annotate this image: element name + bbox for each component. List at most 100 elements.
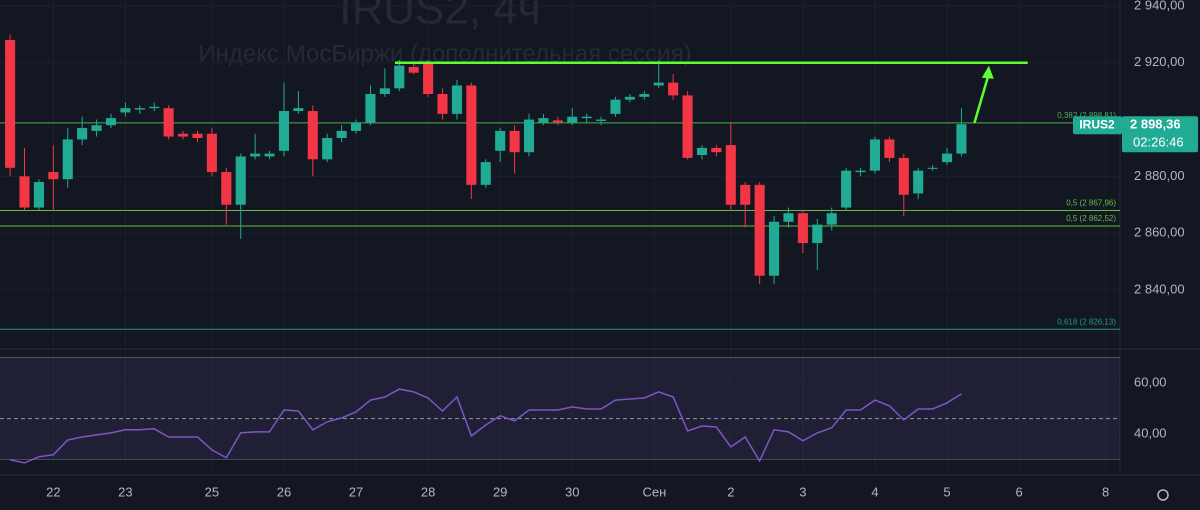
candle-body: [423, 62, 434, 94]
x-tick-label: 27: [349, 484, 363, 499]
candle-body: [105, 118, 117, 126]
candle-body: [956, 124, 967, 154]
candle-body: [5, 40, 16, 168]
candle-body: [668, 82, 679, 96]
countdown: 02:26:46: [1133, 135, 1184, 150]
candle-body: [797, 213, 808, 244]
candle-body: [408, 67, 419, 73]
y-tick-label: 2 840,00: [1134, 281, 1185, 296]
candle-body: [62, 139, 73, 180]
candle-body: [884, 139, 895, 158]
y-tick-label: 40,00: [1134, 425, 1167, 440]
candle-body: [696, 147, 708, 156]
candle-body: [379, 88, 390, 94]
candle-body: [725, 145, 736, 205]
fib-label: 0,5 (2 867,96): [1066, 199, 1116, 208]
candle-body: [826, 213, 837, 225]
candle-body: [927, 167, 938, 169]
candle-body: [48, 172, 59, 180]
x-tick-label: 29: [493, 484, 507, 499]
y-tick-label: 2 880,00: [1134, 168, 1185, 183]
x-tick-label: Сен: [643, 484, 667, 499]
x-tick-label: 4: [871, 484, 878, 499]
rsi-pane: [0, 348, 1200, 464]
candle-body: [769, 221, 780, 276]
x-tick-label: 3: [799, 484, 806, 499]
candle-body: [307, 111, 318, 160]
candle-body: [336, 130, 347, 138]
candle-body: [711, 147, 722, 153]
rsi-line: [9, 388, 962, 464]
candle-body: [33, 182, 44, 208]
candle-body: [812, 224, 823, 244]
candle-body: [581, 116, 592, 119]
candle-body: [841, 170, 852, 208]
candle-body: [754, 184, 765, 276]
candle-body: [19, 176, 30, 208]
arrow-head: [981, 65, 994, 79]
y-tick-label: 2 860,00: [1134, 225, 1185, 240]
candle-body: [206, 133, 217, 173]
x-tick-label: 6: [1015, 484, 1022, 499]
candle-body: [783, 213, 794, 222]
candle-body: [192, 133, 203, 138]
candle-body: [365, 93, 376, 123]
candle-body: [509, 130, 520, 153]
candle-body: [639, 93, 650, 97]
candle-body: [250, 153, 261, 157]
candle-body: [740, 184, 751, 205]
candle-body: [120, 108, 131, 113]
candle-body: [134, 108, 145, 110]
x-tick-label: 25: [205, 484, 219, 499]
candle-body: [480, 162, 491, 185]
candle-body: [495, 130, 506, 151]
candle-body: [149, 106, 160, 109]
last-price: 2 898,36: [1130, 117, 1181, 132]
candle-body: [466, 85, 477, 185]
symbol-badge: [1073, 116, 1122, 135]
x-tick-label: 30: [565, 484, 579, 499]
fib-label: 0,618 (2 826,13): [1057, 317, 1116, 326]
x-tick-label: 8: [1102, 484, 1109, 499]
candle-body: [77, 128, 88, 140]
candle-body: [898, 157, 909, 195]
candle-body: [437, 93, 448, 114]
candle-body: [322, 138, 333, 160]
candle-body: [523, 119, 535, 153]
candle-body: [178, 133, 189, 137]
candle-body: [682, 95, 693, 158]
rsi-band: [0, 357, 1120, 460]
candle-body: [610, 99, 621, 114]
fib-label: 0,5 (2 862,52): [1066, 214, 1116, 223]
y-tick-label: 2 920,00: [1134, 54, 1185, 69]
candle-body: [221, 172, 232, 205]
candle-body: [163, 108, 174, 137]
candle-body: [653, 82, 664, 86]
price-badge: [1122, 116, 1198, 153]
settings-icon[interactable]: [1157, 489, 1169, 501]
candle-body: [264, 153, 275, 157]
candle-body: [235, 156, 246, 205]
x-tick-label: 28: [421, 484, 435, 499]
x-tick-label: 26: [277, 484, 291, 499]
x-tick-label: 22: [46, 484, 60, 499]
candle-body: [596, 119, 607, 121]
price-pane: 0,382 (2 898,81) 0,5 (2 867,96) 0,5 (2 862…: [0, 34, 1120, 330]
candle-body: [293, 108, 304, 112]
candle-body: [451, 85, 462, 114]
candle-body: [567, 116, 578, 123]
arrow-shaft: [973, 73, 991, 124]
candle-body: [913, 170, 924, 194]
candle-body: [394, 65, 405, 89]
candle-body: [624, 96, 635, 100]
candle-body: [869, 139, 880, 171]
fib-label: 0,382 (2 898,81): [1057, 111, 1116, 120]
symbol-label: IRUS2: [1079, 117, 1115, 131]
candle-body: [941, 153, 953, 163]
y-tick-label: 2 940,00: [1134, 0, 1185, 12]
candle-body: [91, 125, 102, 131]
x-tick-label: 2: [727, 484, 734, 499]
y-tick-label: 60,00: [1134, 374, 1167, 389]
